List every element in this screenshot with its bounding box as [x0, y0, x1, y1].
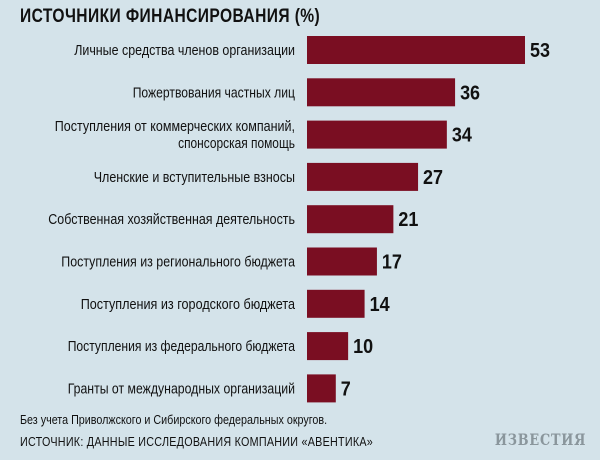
category-label: Поступления из федерального бюджета — [68, 339, 296, 355]
category-label: Пожертвования частных лиц — [133, 85, 295, 101]
value-label: 14 — [370, 294, 391, 316]
bar — [307, 374, 336, 403]
value-label: 7 — [341, 378, 351, 400]
category-label: Поступления из городского бюджета — [81, 297, 296, 313]
bar — [307, 332, 349, 361]
chart-title: ИСТОЧНИКИ ФИНАНСИРОВАНИЯ (%) — [20, 6, 321, 27]
category-label: Личные средства членов организации — [74, 43, 295, 59]
category-label: Гранты от международных организаций — [68, 381, 295, 397]
bar — [307, 205, 394, 234]
bar — [307, 162, 419, 191]
bar — [307, 289, 365, 318]
value-label: 53 — [530, 40, 550, 62]
bar — [307, 78, 456, 107]
publisher-logo: ИЗВЕСТИЯ — [494, 430, 586, 449]
source-note: ИСТОЧНИК: ДАННЫЕ ИССЛЕДОВАНИЯ КОМПАНИИ «… — [20, 435, 374, 449]
category-label: Членские и вступительные взносы — [94, 170, 295, 186]
value-label: 10 — [353, 336, 373, 358]
bar — [307, 247, 377, 276]
value-label: 17 — [382, 252, 402, 274]
bar — [307, 36, 525, 64]
category-label: Поступления от коммерческих компаний, спо… — [55, 119, 295, 152]
bar — [307, 120, 447, 149]
category-label: Поступления из регионального бюджета — [61, 255, 295, 271]
value-label: 27 — [423, 167, 443, 189]
value-label: 36 — [460, 82, 480, 104]
value-label: 34 — [452, 125, 473, 147]
category-label: Собственная хозяйственная деятельность — [48, 212, 295, 228]
footnote: Без учета Приволжского и Сибирского феде… — [20, 413, 328, 427]
value-label: 21 — [398, 209, 418, 231]
